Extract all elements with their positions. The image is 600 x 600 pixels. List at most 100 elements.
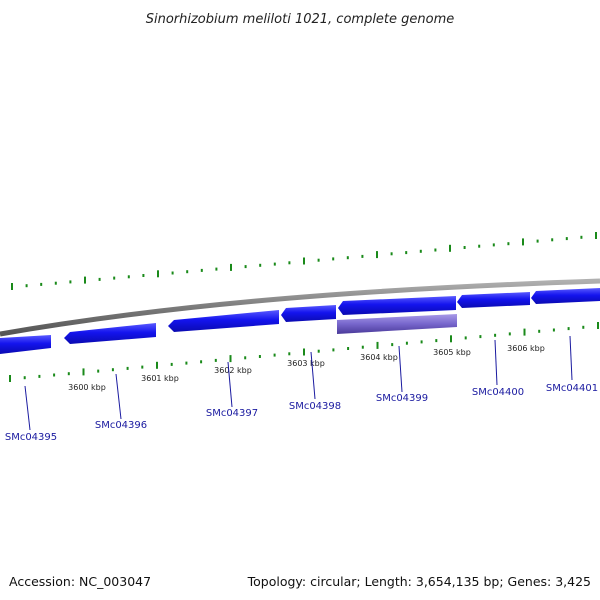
inner-tick	[23, 376, 26, 380]
inner-tick	[376, 341, 379, 349]
inner-tick	[405, 341, 408, 345]
gene-labels: SMc04395 SMc04396 SMc04397 SMc04398 SMc0…	[5, 383, 598, 443]
outer-tick	[565, 237, 568, 241]
outer-tick	[595, 232, 597, 239]
label-line-smc04396	[115, 373, 122, 420]
inner-tick	[244, 356, 247, 360]
outer-tick	[171, 271, 174, 275]
inner-tick	[229, 355, 232, 363]
outer-tick	[522, 238, 524, 246]
inner-tick	[156, 361, 158, 369]
inner-tick	[67, 372, 70, 376]
inner-tick	[479, 335, 482, 339]
inner-tick	[141, 365, 144, 369]
outer-tick	[551, 238, 554, 242]
gene-arrow-smc04400[interactable]	[457, 292, 530, 308]
outer-tick	[390, 252, 393, 256]
outer-tick	[463, 246, 466, 249]
gene-label-smc04396[interactable]: SMc04396	[95, 420, 147, 431]
label-line-smc04401	[569, 335, 573, 381]
gene-arrow-smc04396[interactable]	[64, 323, 156, 344]
inner-tick	[508, 332, 511, 336]
gene-label-smc04397[interactable]: SMc04397	[206, 408, 258, 419]
gene-arrow-smc04399[interactable]	[338, 296, 456, 315]
outer-tick	[346, 256, 349, 260]
accession-text: Accession: NC_003047	[9, 574, 151, 589]
inner-tick	[347, 347, 350, 350]
outer-tick	[492, 243, 495, 247]
outer-tick	[376, 251, 378, 259]
scale-labels: 3600 kbp 3601 kbp 3602 kbp 3603 kbp 3604…	[68, 344, 545, 392]
inner-tick	[494, 333, 497, 337]
outer-tick	[40, 282, 43, 286]
gene-arrow-smc04398[interactable]	[281, 305, 336, 322]
outer-tick	[434, 248, 437, 252]
outer-tick	[25, 284, 28, 288]
gene-label-smc04400[interactable]: SMc04400	[472, 387, 524, 398]
highlighted-gene-feature[interactable]	[337, 314, 457, 334]
inner-tick	[317, 349, 320, 353]
outer-tick	[273, 262, 276, 266]
label-line-smc04400	[494, 339, 498, 386]
inner-tick	[126, 366, 129, 370]
outer-tick	[332, 257, 335, 261]
inner-tick	[420, 340, 423, 344]
inner-tick	[464, 336, 467, 340]
outer-tick	[419, 249, 422, 253]
inner-tick	[53, 373, 56, 377]
outer-tick	[449, 244, 451, 252]
inner-tick	[288, 352, 291, 356]
inner-tick	[170, 362, 173, 366]
inner-tick	[200, 360, 203, 364]
outer-tick	[11, 283, 13, 290]
genome-backbone	[0, 278, 600, 337]
scale-label-3603: 3603 kbp	[287, 359, 325, 368]
inner-tick	[273, 353, 276, 357]
gene-label-smc04395[interactable]: SMc04395	[5, 432, 57, 443]
inner-tick	[303, 348, 305, 356]
outer-tick	[361, 254, 364, 258]
inner-tick	[9, 375, 11, 382]
outer-tick	[215, 267, 218, 271]
outer-tick	[288, 261, 291, 265]
outer-tick	[478, 244, 481, 248]
inner-tick	[582, 325, 585, 329]
inner-tick	[523, 328, 526, 336]
outer-tick	[230, 263, 232, 271]
outer-tick	[113, 276, 116, 280]
outer-tick	[54, 281, 57, 285]
inner-tick	[567, 327, 570, 331]
outer-tick-track	[11, 232, 597, 290]
gene-label-smc04401[interactable]: SMc04401	[546, 383, 598, 394]
gene-arrow-smc04401[interactable]	[531, 288, 600, 304]
inner-tick	[97, 369, 100, 373]
inner-tick	[111, 368, 114, 372]
inner-tick	[391, 343, 394, 347]
outer-tick	[507, 242, 510, 246]
outer-tick	[84, 276, 86, 284]
genome-summary-text: Topology: circular; Length: 3,654,135 bp…	[247, 574, 591, 589]
gene-track	[0, 288, 600, 354]
outer-tick	[580, 235, 583, 239]
inner-tick	[82, 368, 85, 376]
inner-tick	[214, 358, 217, 362]
outer-tick	[157, 270, 159, 278]
outer-tick	[244, 265, 247, 269]
gene-label-smc04398[interactable]: SMc04398	[289, 401, 341, 412]
scale-label-3605: 3605 kbp	[433, 348, 471, 357]
inner-tick	[361, 345, 364, 349]
inner-tick	[258, 355, 261, 358]
scale-label-3602: 3602 kbp	[214, 366, 252, 375]
outer-tick	[127, 275, 130, 279]
outer-tick	[69, 280, 72, 284]
inner-tick	[538, 329, 541, 333]
gene-label-smc04399[interactable]: SMc04399	[376, 393, 428, 404]
outer-tick	[303, 257, 305, 265]
gene-label-lines	[24, 335, 573, 431]
inner-tick	[38, 374, 41, 378]
outer-tick	[98, 277, 101, 281]
scale-label-3604: 3604 kbp	[360, 353, 398, 362]
label-line-smc04397	[227, 361, 233, 408]
gene-arrow-smc04397[interactable]	[168, 310, 279, 332]
gene-arrow-smc04395[interactable]	[0, 335, 51, 354]
